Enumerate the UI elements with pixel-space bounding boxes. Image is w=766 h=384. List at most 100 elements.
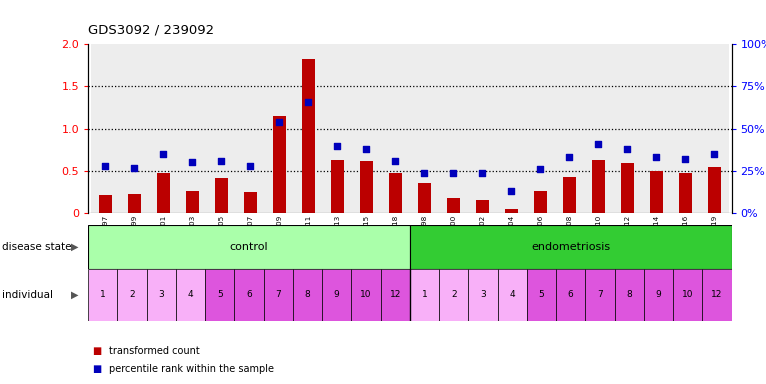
Text: 12: 12 [389,290,401,299]
Text: 9: 9 [334,290,339,299]
Bar [186,191,199,213]
Bar [381,44,410,213]
Bar [673,269,702,321]
Point [563,154,575,161]
Bar [642,44,671,213]
Bar [128,194,141,213]
Bar [99,195,112,213]
Bar [294,44,322,213]
Bar [555,44,584,213]
Bar [468,269,498,321]
Text: 1: 1 [421,290,427,299]
Bar [708,167,721,213]
Bar [563,177,576,213]
Bar [525,44,555,213]
Bar [264,269,293,321]
Text: ▶: ▶ [70,242,78,252]
Bar [527,269,556,321]
Point [186,159,198,166]
Text: 2: 2 [451,290,457,299]
Bar [468,44,497,213]
Text: 2: 2 [129,290,135,299]
Bar [613,44,642,213]
Point [157,151,169,157]
Point [303,99,315,105]
Point [650,154,663,161]
Bar [273,116,286,213]
Text: 7: 7 [597,290,603,299]
Bar [352,44,381,213]
Bar [410,225,732,269]
Bar [176,269,205,321]
Bar [207,44,236,213]
Bar [410,269,439,321]
Text: ■: ■ [92,364,101,374]
Text: ■: ■ [92,346,101,356]
Bar [534,191,547,213]
Bar [331,160,344,213]
Point [621,146,633,152]
Text: ▶: ▶ [70,290,78,300]
Text: endometriosis: endometriosis [531,242,611,252]
Text: 4: 4 [188,290,193,299]
Point [244,163,257,169]
Bar [381,269,410,321]
Point [129,164,141,170]
Bar [157,172,170,213]
Bar [410,44,439,213]
Text: 5: 5 [217,290,223,299]
Point [331,142,343,149]
Bar [439,44,468,213]
Text: 8: 8 [627,290,632,299]
Bar [178,44,207,213]
Bar [234,269,264,321]
Text: 10: 10 [360,290,372,299]
Bar [439,269,468,321]
Bar [476,200,489,213]
Bar [293,269,322,321]
Bar [699,44,728,213]
Bar [614,269,643,321]
Text: control: control [230,242,268,252]
Bar [322,44,352,213]
Point [505,188,517,194]
Bar [117,269,146,321]
Bar [88,269,117,321]
Text: 10: 10 [682,290,693,299]
Bar [352,269,381,321]
Text: 1: 1 [100,290,106,299]
Bar [120,44,149,213]
Point [447,169,460,175]
Text: individual: individual [2,290,53,300]
Text: 8: 8 [305,290,310,299]
Bar [679,174,692,213]
Text: 3: 3 [480,290,486,299]
Bar [302,60,315,213]
Bar [244,192,257,213]
Bar [322,269,352,321]
Bar [215,179,228,213]
Bar [556,269,585,321]
Bar [585,269,614,321]
Point [534,166,546,172]
Bar [91,44,120,213]
Bar [360,161,373,213]
Bar [643,269,673,321]
Point [418,169,430,175]
Bar [505,209,518,213]
Text: 12: 12 [711,290,722,299]
Bar [146,269,176,321]
Bar [650,171,663,213]
Bar [236,44,265,213]
Text: 3: 3 [159,290,164,299]
Bar [671,44,699,213]
Bar [265,44,294,213]
Bar [620,163,633,213]
Text: 5: 5 [538,290,545,299]
Text: transformed count: transformed count [109,346,199,356]
Text: 4: 4 [509,290,515,299]
Bar [389,174,402,213]
Text: 9: 9 [656,290,661,299]
Point [476,169,489,175]
Bar [417,183,430,213]
